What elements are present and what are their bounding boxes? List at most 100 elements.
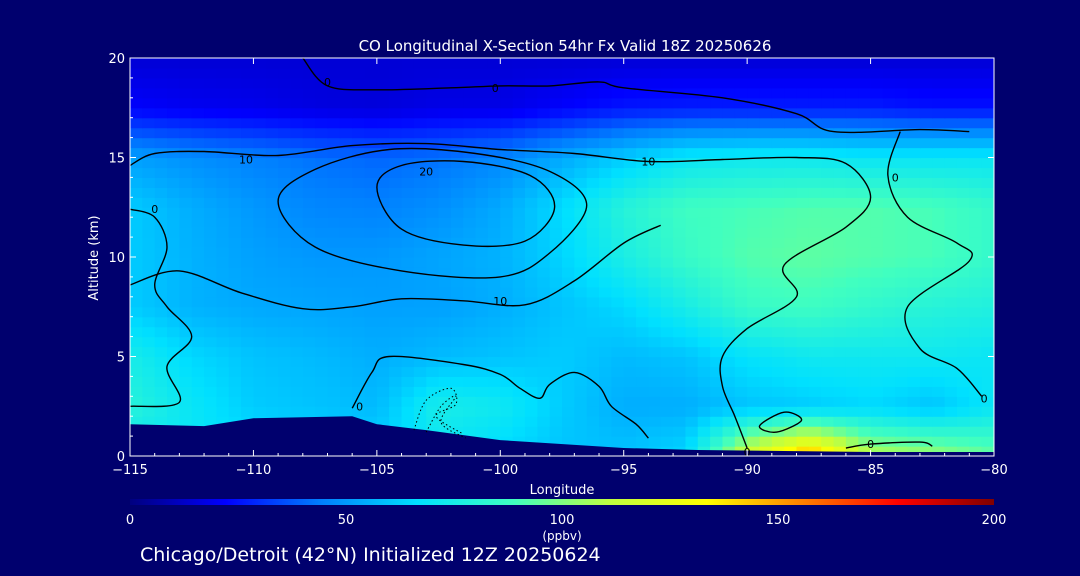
heatmap-cell	[586, 406, 600, 417]
heatmap-cell	[450, 376, 464, 387]
heatmap-cell	[796, 127, 810, 139]
heatmap-cell	[130, 237, 143, 248]
heatmap-cell	[574, 356, 588, 368]
heatmap-cell	[722, 316, 736, 328]
heatmap-cell	[524, 366, 538, 377]
heatmap-cell	[450, 426, 464, 437]
heatmap-cell	[759, 157, 773, 169]
heatmap-cell	[808, 356, 822, 368]
heatmap-cell	[364, 227, 378, 238]
heatmap-cell	[858, 306, 872, 318]
heatmap-cell	[315, 58, 329, 69]
heatmap-cell	[401, 197, 415, 208]
heatmap-cell	[710, 376, 724, 387]
heatmap-cell	[586, 97, 600, 109]
heatmap-cell	[981, 266, 994, 278]
heatmap-cell	[524, 167, 538, 178]
heatmap-cell	[685, 257, 699, 268]
heatmap-cell	[796, 386, 810, 397]
heatmap-cell	[512, 326, 526, 338]
heatmap-cell	[401, 276, 415, 288]
heatmap-cell	[278, 406, 292, 417]
heatmap-cell	[833, 157, 847, 169]
heatmap-cell	[524, 87, 538, 99]
heatmap-cell	[487, 426, 501, 437]
heatmap-cell	[845, 266, 859, 278]
heatmap-cell	[253, 87, 267, 99]
heatmap-cell	[204, 77, 217, 89]
contour-0-right	[887, 131, 983, 397]
heatmap-cell	[562, 97, 575, 109]
heatmap-cell	[475, 207, 489, 218]
heatmap-cell	[870, 67, 884, 79]
heatmap-cell	[327, 316, 341, 328]
heatmap-cell	[969, 117, 983, 129]
heatmap-cell	[858, 207, 872, 218]
heatmap-cell	[142, 416, 156, 427]
heatmap-cell	[623, 237, 637, 248]
heatmap-cell	[401, 58, 415, 69]
heatmap-cell	[463, 87, 477, 99]
heatmap-cell	[562, 207, 575, 218]
heatmap-cell	[278, 306, 292, 318]
heatmap-cell	[290, 376, 304, 387]
heatmap-cell	[179, 396, 193, 407]
heatmap-cell	[734, 107, 748, 119]
heatmap-cell	[648, 87, 662, 99]
heatmap-cell	[636, 217, 649, 228]
heatmap-cell	[919, 237, 933, 248]
heatmap-cell	[759, 67, 773, 79]
heatmap-cell	[895, 326, 909, 338]
heatmap-cell	[389, 77, 403, 89]
heatmap-cell	[426, 58, 440, 69]
heatmap-cell	[611, 396, 625, 407]
heatmap-cell	[574, 147, 588, 159]
heatmap-cell	[191, 326, 205, 338]
heatmap-cell	[487, 247, 501, 258]
heatmap-cell	[537, 237, 551, 248]
heatmap-cell	[771, 167, 785, 178]
heatmap-cell	[956, 177, 970, 188]
heatmap-cell	[228, 187, 242, 198]
heatmap-cell	[586, 426, 600, 437]
heatmap-cell	[524, 97, 538, 109]
heatmap-cell	[697, 157, 711, 169]
heatmap-cell	[845, 207, 859, 218]
heatmap-cell	[611, 137, 625, 149]
heatmap-cell	[710, 187, 724, 198]
heatmap-cell	[722, 356, 736, 368]
heatmap-cell	[907, 296, 921, 308]
heatmap-cell	[747, 266, 761, 278]
heatmap-cell	[845, 117, 859, 129]
heatmap-cell	[660, 187, 674, 198]
heatmap-cell	[376, 58, 390, 69]
contour-label: 0	[892, 171, 899, 184]
heatmap-cell	[660, 257, 674, 268]
heatmap-cell	[352, 187, 366, 198]
heatmap-cell	[253, 227, 267, 238]
heatmap-cell	[549, 376, 563, 387]
heatmap-cell	[315, 366, 329, 377]
heatmap-cell	[475, 266, 489, 278]
heatmap-cell	[623, 127, 637, 139]
heatmap-cell	[599, 237, 612, 248]
heatmap-cell	[253, 266, 267, 278]
heatmap-cell	[241, 157, 255, 169]
heatmap-cell	[722, 187, 736, 198]
heatmap-cell	[339, 127, 353, 139]
heatmap-cell	[389, 276, 403, 288]
heatmap-cell	[130, 346, 143, 358]
heatmap-cell	[932, 67, 946, 79]
heatmap-cell	[290, 356, 304, 368]
heatmap-cell	[142, 227, 156, 238]
heatmap-cell	[636, 376, 649, 387]
heatmap-cell	[154, 306, 168, 318]
heatmap-cell	[463, 197, 477, 208]
heatmap-cell	[413, 58, 427, 69]
heatmap-cell	[549, 77, 563, 89]
heatmap-cell	[290, 117, 304, 129]
heatmap-cell	[808, 58, 822, 69]
y-tick-label: 20	[108, 52, 125, 67]
heatmap-cell	[870, 187, 884, 198]
heatmap-cell	[142, 286, 156, 298]
